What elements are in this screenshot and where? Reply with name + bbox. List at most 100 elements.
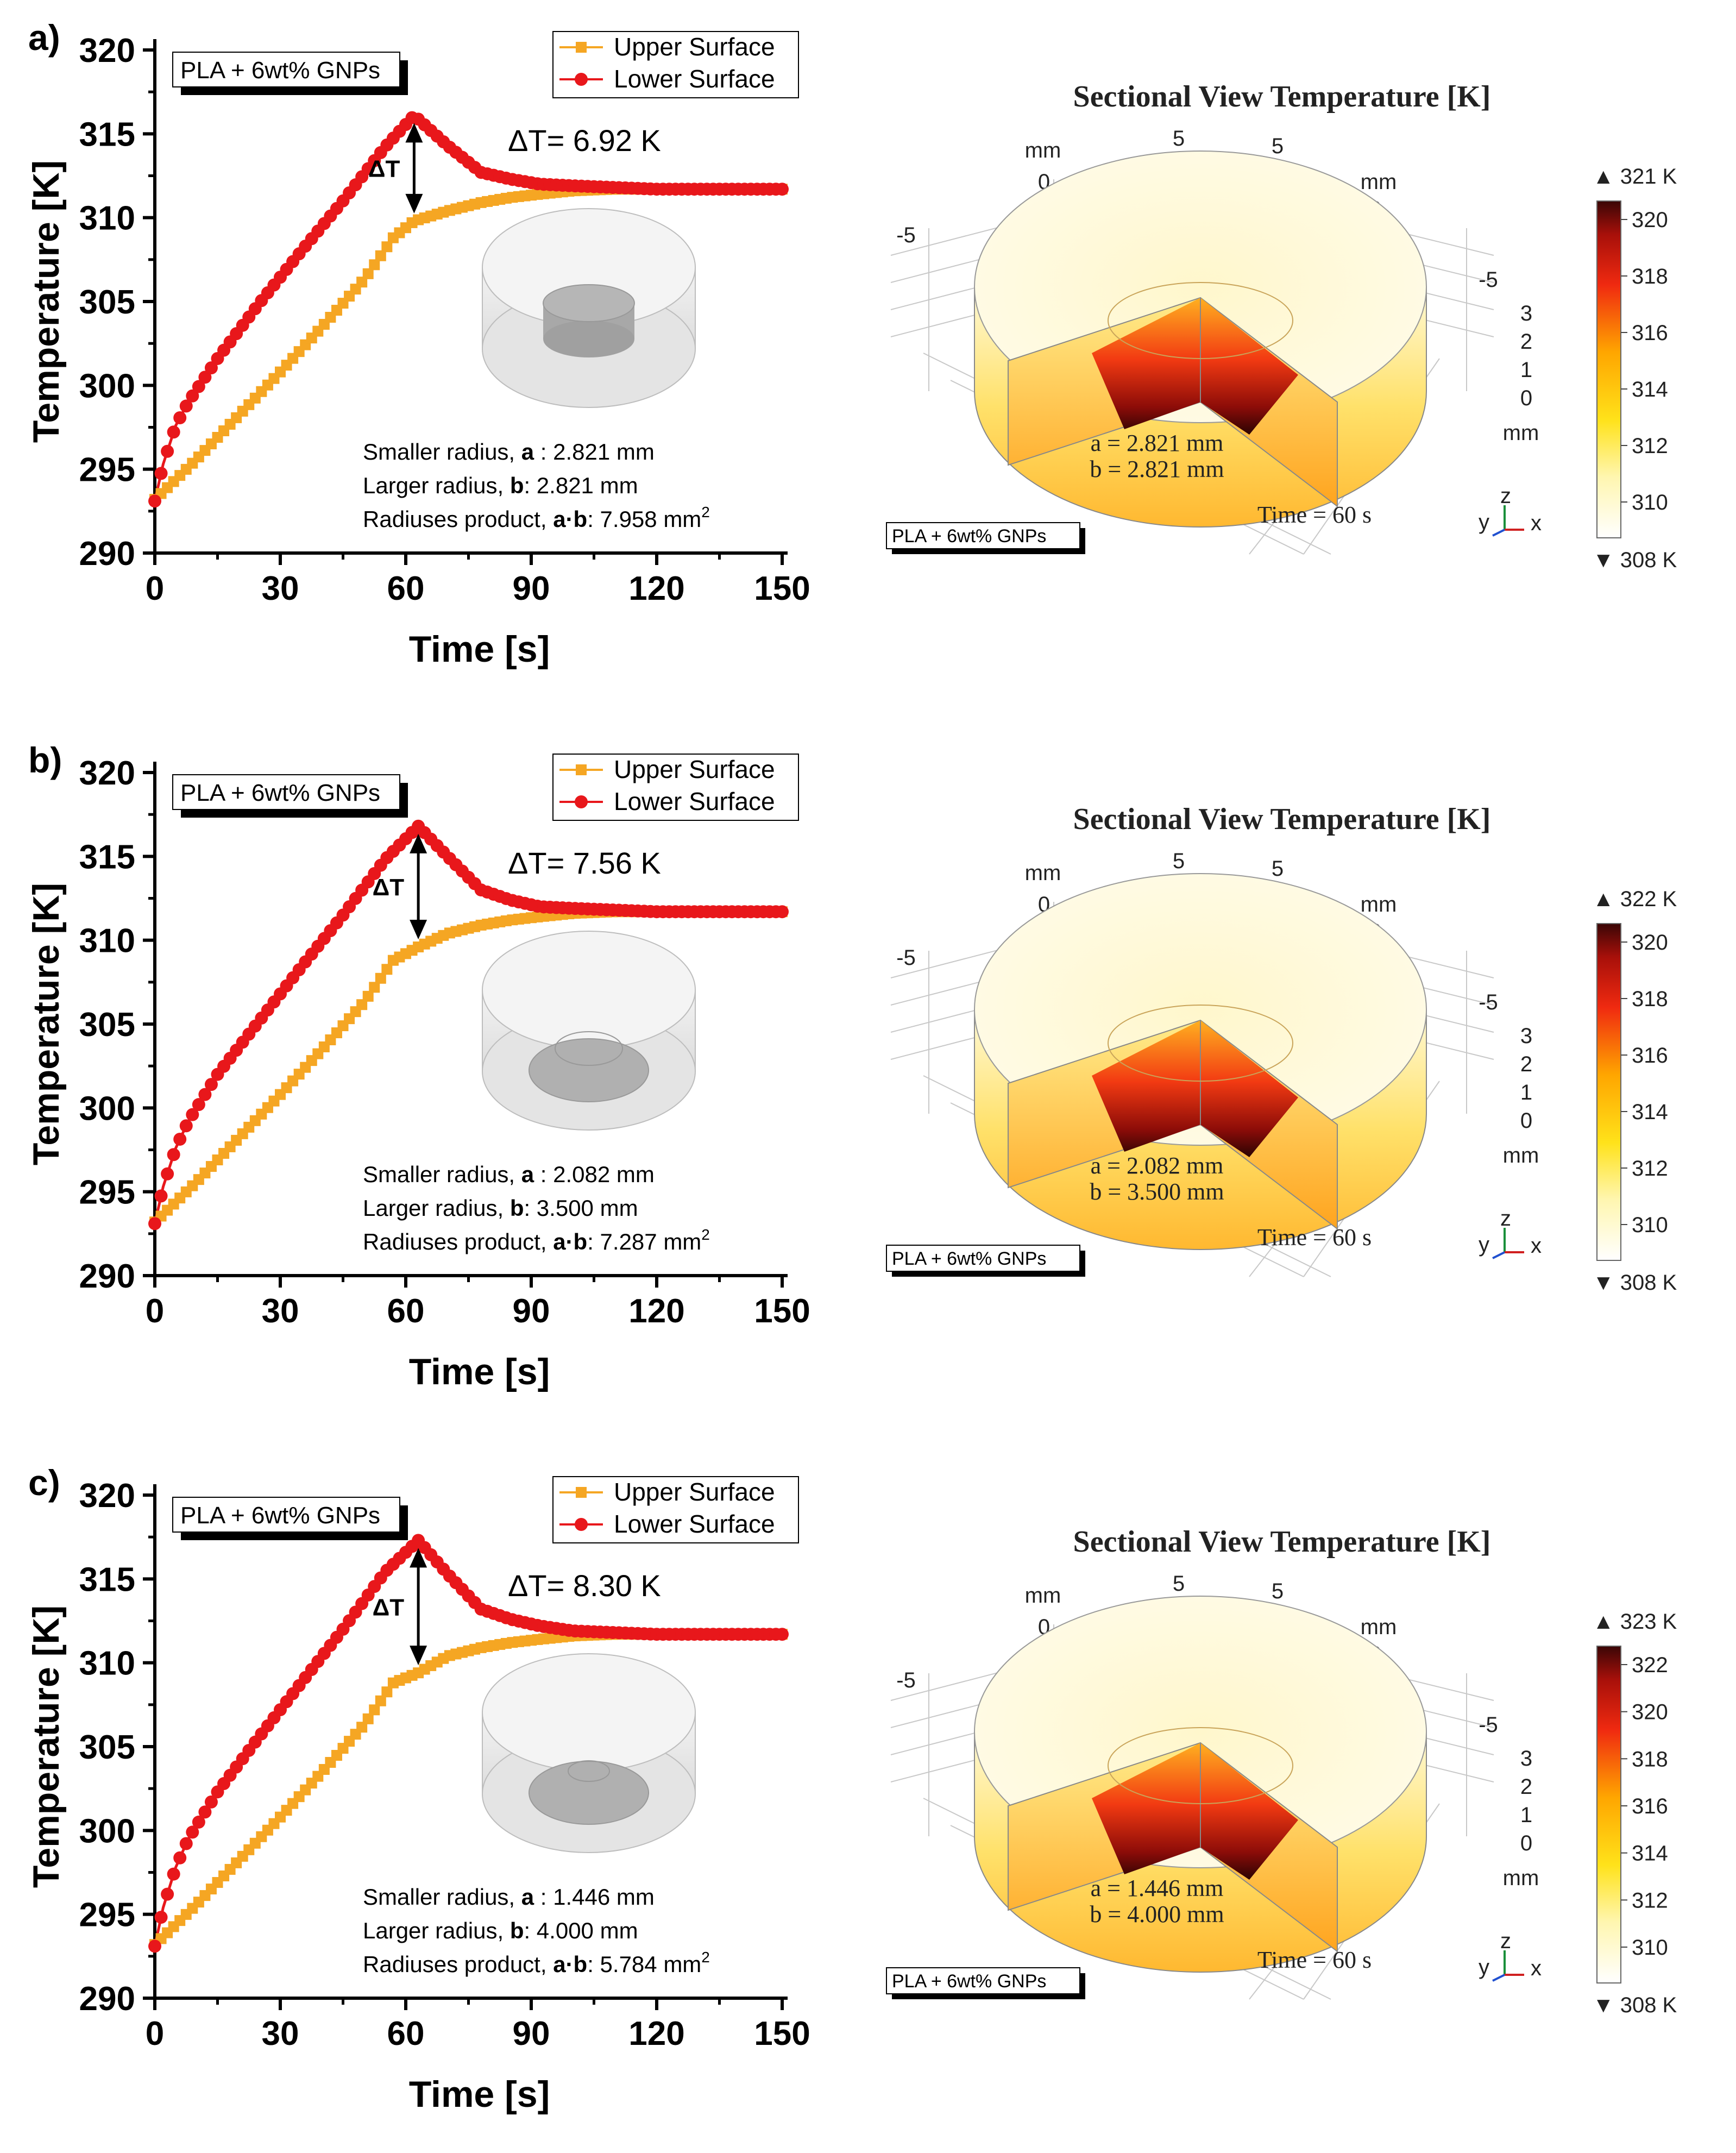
colorbar-tick-label: 312 [1632,434,1668,458]
legend-upper-text: Upper Surface [614,1478,775,1506]
upper-surface-point [375,972,386,984]
sim-time-label: Time = 60 s [1257,1224,1372,1251]
sample-label-text: PLA + 6wt% GNPs [180,780,380,806]
axis-3d-label: mm [1361,893,1397,917]
legend-frame [552,1476,799,1543]
radius-info-line: Smaller radius, a : 2.082 mm [363,1162,655,1187]
delta-t-arrow-label: ΔT [373,1594,405,1621]
colorbar-gradient [1596,923,1621,1261]
legend-lower-text: Lower Surface [614,787,775,815]
axis-3d-label: 0 [1520,1109,1532,1133]
y-tick-label: 300 [79,1812,135,1850]
colorbar: ▲ 323 K ▼ 308 K 322 320 318 316 314 312 310 [1593,1610,1677,2017]
lower-surface-point [186,1825,199,1839]
triad-y [1492,529,1505,537]
y-tick-label: 305 [79,1729,135,1766]
lower-surface-point [173,1851,187,1865]
colorbar-max-label: ▲ 322 K [1593,887,1677,911]
upper-surface-point [356,277,368,288]
y-tick-label: 295 [79,451,135,489]
sample-label-box: PLA + 6wt% GNPs [172,1497,408,1540]
axis-3d-label: mm [1025,1584,1061,1608]
colorbar-tick-label: 312 [1632,1157,1668,1181]
y-tick-label: 315 [79,838,135,876]
lower-surface-point [776,183,789,196]
disc-inset-icon [482,931,696,1131]
sim-a-label: a = 2.082 mm [1091,1152,1224,1179]
lower-surface-point [161,1167,174,1181]
axis-3d-label: 3 [1520,1024,1532,1048]
axis-3d-label: -5 [1479,1713,1498,1737]
lower-surface-point [173,411,187,425]
colorbar-tick-label: 312 [1632,1888,1668,1912]
y-axis-title: Temperature [K] [26,1605,67,1888]
axis-3d-label: mm [1503,1866,1539,1890]
legend: Upper Surface Lower Surface [552,31,799,98]
lower-surface-point [186,1108,199,1121]
panel-letter: a) [28,17,60,58]
legend-upper-marker [576,1487,587,1498]
y-tick-label: 290 [79,1258,135,1295]
colorbar-gradient [1596,1646,1621,1983]
disc-insert-top [543,284,635,322]
upper-surface-point [369,1704,380,1716]
sim-a-label: a = 2.821 mm [1091,430,1224,456]
colorbar-tick-label: 320 [1632,931,1668,955]
axis-3d-label: 2 [1520,1775,1532,1799]
colorbar-min-label: ▼ 308 K [1593,1993,1677,2017]
y-tick-label: 305 [79,284,135,321]
upper-surface-point [375,250,386,261]
sample-label-text: PLA + 6wt% GNPs [180,57,380,84]
y-tick-label: 295 [79,1174,135,1212]
delta-t-arrow [410,833,427,940]
legend-lower-marker [575,1518,588,1531]
axis-3d-label: 5 [1173,1572,1185,1596]
x-tick-label: 30 [262,1292,299,1330]
x-tick-label: 150 [754,2015,810,2052]
lower-surface-point [776,1628,789,1641]
panel-letter: b) [28,740,62,780]
axis-3d-label: -5 [896,946,916,970]
colorbar-tick-label: 320 [1632,1700,1668,1724]
axis-3d-label: mm [1025,861,1061,885]
x-tick-label: 120 [628,1292,684,1330]
lower-surface-markers [148,1534,789,1953]
axis-triad-icon: zx y [1479,484,1542,537]
lower-surface-point [173,1132,187,1146]
colorbar-tick-label: 318 [1632,987,1668,1011]
delta-t-arrow-head-down [410,1646,427,1666]
upper-surface-point [356,999,368,1010]
axis-3d-label: mm [1025,139,1061,162]
hot-insert-region [1092,298,1298,435]
simulation-title: Sectional View Temperature [K] [1073,1525,1491,1559]
axis-3d-label: -5 [896,1668,916,1692]
lower-surface-point [186,389,199,403]
legend-lower-marker [575,795,588,808]
colorbar-tick-label: 316 [1632,1044,1668,1068]
x-axis-title: Time [s] [409,1351,550,1392]
sample-label-box: PLA + 6wt% GNPs [172,774,408,818]
axis-3d-label: 1 [1520,1081,1532,1104]
sample-label-frame [172,1497,400,1533]
y-tick-label: 295 [79,1897,135,1934]
radius-info-line: Radiuses product, a·b: 5.784 mm2 [363,1949,710,1977]
delta-t-arrow-head-up [410,1548,427,1568]
simulation-view: Sectional View Temperature [K]mm055mm0-5… [886,80,1677,572]
triad-y-label: y [1479,1233,1489,1257]
sim-sample-label: PLA + 6wt% GNPs [886,1967,1085,1999]
lower-surface-point [148,494,161,508]
y-tick-label: 300 [79,367,135,405]
triad-y [1492,1974,1505,1982]
x-tick-label: 60 [387,1292,425,1330]
upper-surface-point [362,990,374,1002]
x-tick-label: 150 [754,1292,810,1330]
lower-surface-point [204,361,218,375]
axis-3d-label: mm [1503,421,1539,445]
y-axis-title: Temperature [K] [26,883,67,1165]
legend-lower-text: Lower Surface [614,65,775,93]
sim-b-label: b = 2.821 mm [1090,456,1224,482]
x-axis-title: Time [s] [409,629,550,670]
colorbar-tick-label: 320 [1632,208,1668,232]
